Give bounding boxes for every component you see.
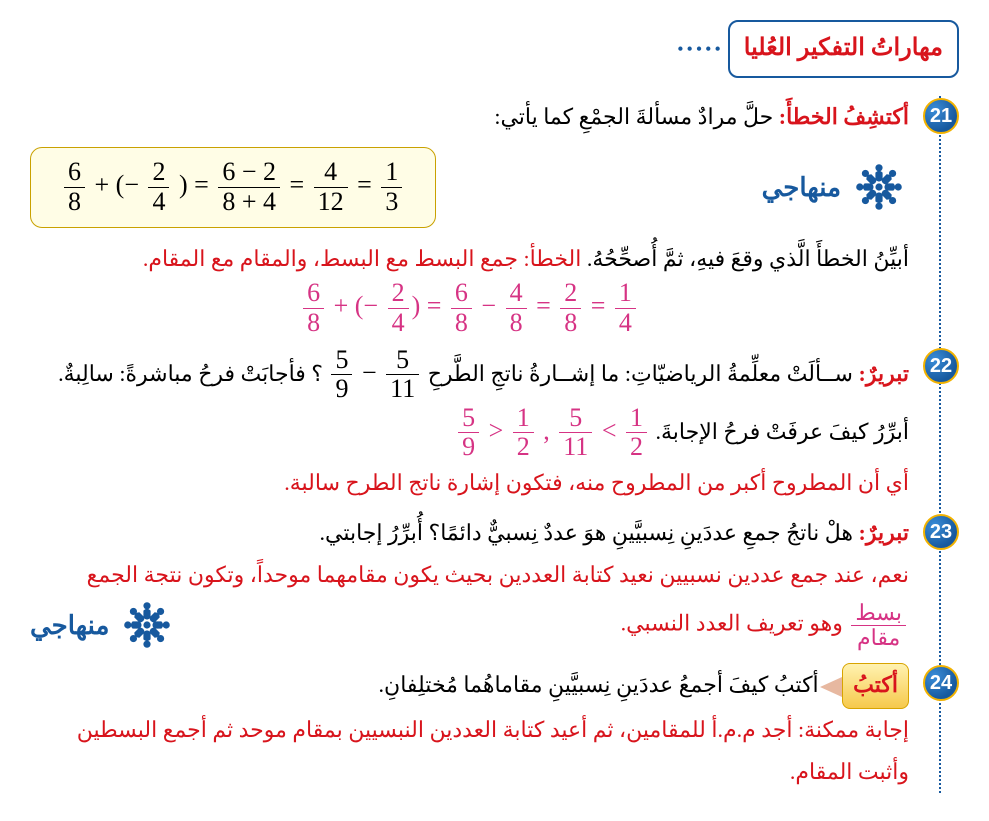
question-23: 23 تبريرٌ: هلْ ناتجُ جمعِ عددَينِ نِسبيَ…: [30, 512, 909, 656]
question-21: 21 أكتشِفُ الخطأَ: حلَّ مرادٌ مسألةَ الج…: [30, 96, 909, 338]
section-header: مهاراتُ التفكير العُليا •••••: [30, 20, 959, 78]
brand-text: منهاجي: [762, 163, 841, 212]
explain-black: أبيِّنُ الخطأَ الَّذي وقعَ فيهِ، ثمَّ أُ…: [587, 246, 909, 271]
q23-frac: بسطمقام: [848, 601, 909, 650]
q-text: هلْ ناتجُ جمعِ عددَينِ نِسبيَّينِ هوَ عد…: [320, 520, 854, 545]
explain-red: الخطأ: جمع البسط مع البسط، والمقام مع ال…: [143, 246, 582, 271]
q-label: أكتشِفُ الخطأَ:: [779, 104, 909, 129]
question-22: 22 تبريرٌ: ســألَتْ معلِّمةُ الرياضيّاتِ…: [30, 346, 909, 504]
question-24: 24 أكتبُ أكتبُ كيفَ أجمعُ عددَينِ نِسبيَ…: [30, 663, 909, 792]
q-text: حلَّ مرادٌ مسألةَ الجمْعِ كما يأتي:: [494, 104, 773, 129]
brand-text: منهاجي: [30, 601, 109, 650]
q23-answer-1: نعم، عند جمع عددين نسبيين نعيد كتابة الع…: [30, 554, 909, 596]
q21-prompt: أكتشِفُ الخطأَ: حلَّ مرادٌ مسألةَ الجمْع…: [30, 96, 909, 138]
q-text-post: ؟ فأجابَتْ فرحُ مباشرةً: سالِبةٌ.: [58, 361, 323, 386]
q-label: تبريرٌ:: [859, 361, 910, 386]
header-dots: •••••: [677, 32, 724, 66]
brand-logo: منهاجي: [762, 157, 909, 217]
q-text-pre: ســألَتْ معلِّمةُ الرياضيّاتِ: ما إشــار…: [422, 361, 853, 386]
q23-row: بسطمقام وهو تعريف العدد النسبي. منهاجي: [30, 595, 909, 655]
q-label: تبريرٌ:: [859, 520, 910, 545]
q21-correction-eq: 68 + (− 24) = 68 − 48 = 28 = 14: [30, 279, 909, 337]
error-equation-box: 68 + (− 24 ) = 6 − 28 + 4 = 412 = 13: [30, 147, 436, 227]
q23-red2: وهو تعريف العدد النسبي.: [621, 610, 843, 635]
q23-prompt: تبريرٌ: هلْ ناتجُ جمعِ عددَينِ نِسبيَّين…: [30, 512, 909, 554]
timeline: 21 أكتشِفُ الخطأَ: حلَّ مرادٌ مسألةَ الج…: [30, 96, 959, 793]
justify-label: أبرِّرُ كيفَ عرفَتْ فرحُ الإجابةَ.: [650, 419, 909, 444]
number-badge: 21: [923, 98, 959, 134]
write-badge: أكتبُ: [842, 663, 909, 709]
header-title: مهاراتُ التفكير العُليا: [728, 20, 959, 78]
q22-line1: تبريرٌ: ســألَتْ معلِّمةُ الرياضيّاتِ: م…: [30, 346, 909, 404]
number-badge: 22: [923, 348, 959, 384]
people-circle-icon: [849, 157, 909, 217]
q23-answer-2: بسطمقام وهو تعريف العدد النسبي.: [621, 601, 909, 650]
q24-answer: إجابة ممكنة: أجد م.م.أ للمقامين، ثم أعيد…: [30, 709, 909, 793]
q24-prompt: أكتبُ أكتبُ كيفَ أجمعُ عددَينِ نِسبيَّين…: [30, 663, 909, 709]
q21-box-row: منهاجي 68 + (− 24 ) = 6 − 28 + 4 = 412 =…: [30, 137, 909, 237]
number-badge: 24: [923, 665, 959, 701]
q22-expr: 59 − 511: [328, 346, 422, 404]
brand-logo: منهاجي: [30, 595, 177, 655]
q22-answer: أي أن المطروح أكبر من المطروح منه، فتكون…: [30, 462, 909, 504]
q21-explain: أبيِّنُ الخطأَ الَّذي وقعَ فيهِ، ثمَّ أُ…: [30, 238, 909, 280]
pencil-icon: [820, 677, 842, 697]
people-circle-icon: [117, 595, 177, 655]
q22-ineq: 59 > 12 , 511 < 12: [455, 404, 650, 462]
q-text: أكتبُ كيفَ أجمعُ عددَينِ نِسبيَّينِ مقام…: [379, 672, 819, 697]
number-badge: 23: [923, 514, 959, 550]
q22-line2: أبرِّرُ كيفَ عرفَتْ فرحُ الإجابةَ. 59 > …: [30, 404, 909, 462]
